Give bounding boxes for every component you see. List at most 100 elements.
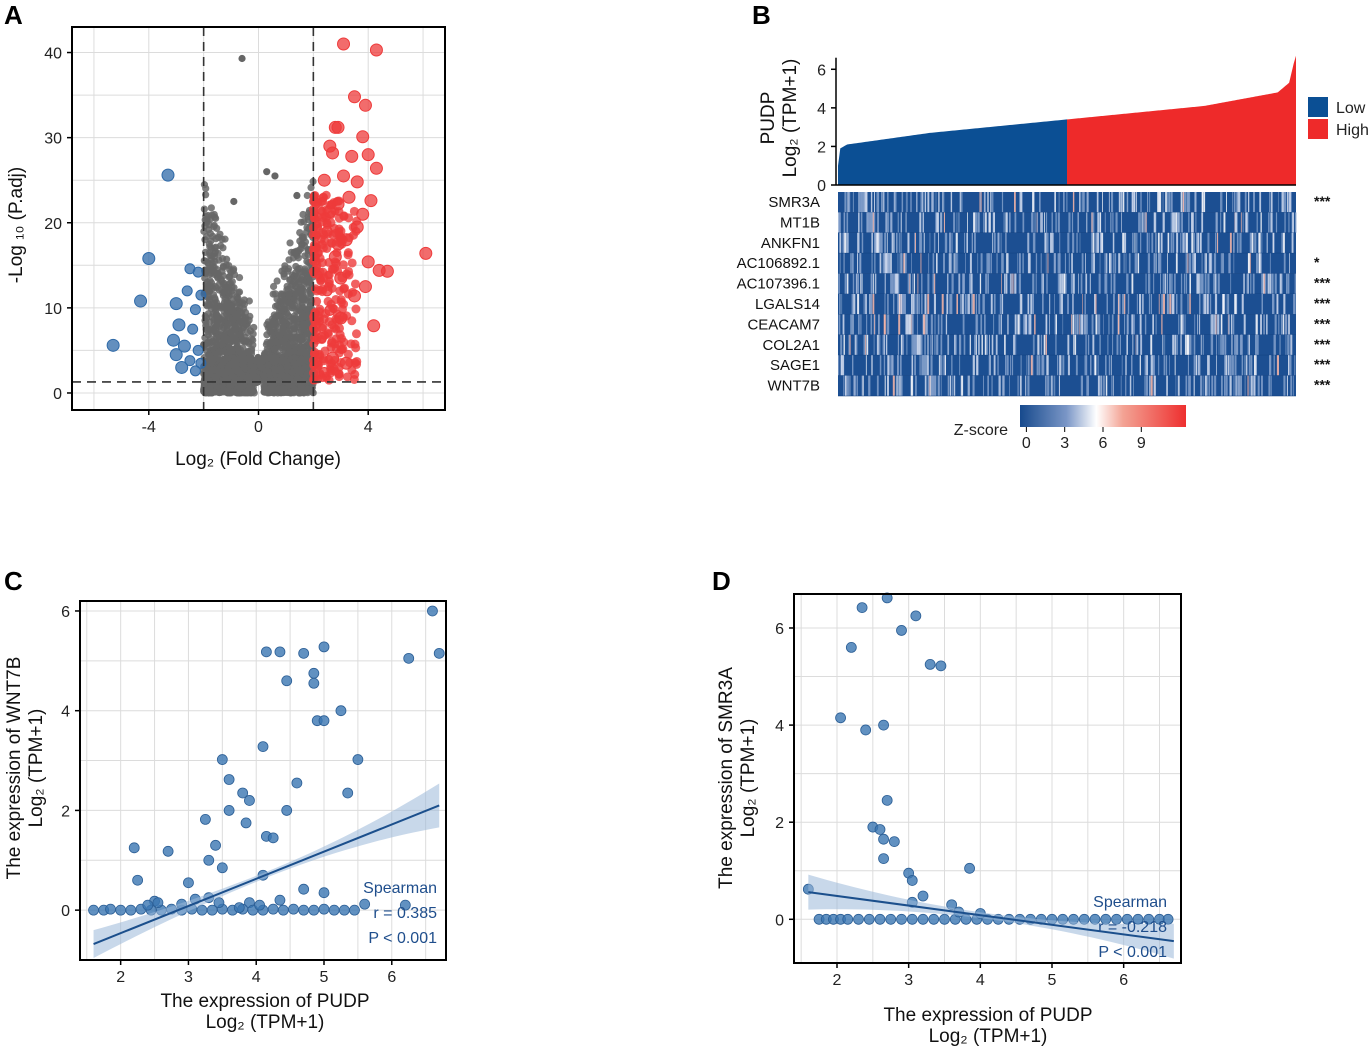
up-point — [351, 343, 361, 353]
ns-point — [207, 304, 215, 312]
heatmap-cell-stripe — [1203, 294, 1206, 315]
heatmap-cell-stripe — [1070, 273, 1073, 294]
up-point — [334, 323, 344, 333]
heatmap-cell-stripe — [1270, 375, 1272, 396]
heatmap-cell-stripe — [1032, 294, 1034, 315]
heatmap-cell-stripe — [1231, 334, 1233, 356]
data-point — [917, 890, 929, 902]
heatmap-cell-stripe — [1258, 253, 1261, 274]
heatmap-cell-stripe — [1014, 212, 1016, 233]
heatmap-cell-stripe — [1140, 192, 1142, 213]
heatmap-cell-stripe — [860, 212, 863, 233]
heatmap-cell-stripe — [1216, 334, 1217, 356]
heatmap-cell-stripe — [1167, 232, 1170, 254]
heatmap-cell-stripe — [928, 192, 930, 213]
heatmap-cell-stripe — [963, 334, 966, 356]
heatmap-cell-stripe — [884, 375, 886, 396]
heatmap-cell-stripe — [1200, 334, 1202, 356]
up-point — [331, 120, 345, 134]
heatmap-cell-stripe — [1001, 192, 1004, 213]
heatmap-cell-stripe — [1191, 232, 1194, 254]
heatmap-cell-stripe — [1131, 355, 1133, 376]
heatmap-cell-stripe — [944, 232, 947, 254]
data-point — [216, 862, 228, 874]
heatmap-cell-stripe — [924, 294, 927, 315]
heatmap-cell-stripe — [892, 375, 895, 396]
ns-point — [288, 304, 297, 312]
heatmap-cell-stripe — [849, 375, 851, 396]
heatmap-cell-stripe — [1137, 253, 1140, 274]
heatmap-cell-stripe — [1044, 232, 1046, 254]
heatmap-cell-stripe — [1099, 212, 1101, 233]
heatmap-cell-stripe — [1057, 253, 1060, 274]
heatmap-cell-stripe — [1228, 314, 1231, 335]
heatmap-cell-stripe — [1288, 314, 1290, 335]
data-point — [403, 652, 415, 664]
heatmap-cell-stripe — [1243, 314, 1246, 335]
heatmap-cell-stripe — [876, 192, 879, 213]
heatmap-cell-stripe — [1185, 253, 1188, 274]
heatmap-cell-stripe — [1202, 375, 1204, 396]
heatmap-cell-stripe — [914, 355, 916, 376]
ns-point — [214, 249, 222, 257]
data-point — [213, 897, 225, 909]
ns-point — [236, 355, 244, 363]
y-tick-label: 4 — [61, 704, 70, 721]
up-point — [336, 295, 346, 305]
heatmap-cell-stripe — [1172, 212, 1175, 233]
up-point — [347, 258, 357, 268]
heatmap-cell-stripe — [921, 294, 923, 315]
heatmap-cell-stripe — [1189, 273, 1191, 294]
heatmap-cell-stripe — [1000, 314, 1002, 335]
data-point — [125, 904, 137, 916]
data-point — [856, 602, 868, 613]
heatmap-cell-stripe — [1269, 355, 1272, 376]
heatmap-row — [838, 334, 1296, 356]
ns-point — [263, 331, 271, 339]
heatmap-cell-stripe — [985, 212, 987, 233]
heatmap-cell-stripe — [989, 334, 990, 356]
heatmap-cell-stripe — [999, 375, 1001, 396]
ns-point — [283, 363, 291, 371]
heatmap-cell-stripe — [1015, 273, 1016, 294]
heatmap-cell-stripe — [1043, 334, 1046, 356]
panel-label-a: A — [4, 0, 23, 30]
heatmap-cell-stripe — [1276, 294, 1279, 315]
x-tick-label: 4 — [364, 419, 373, 436]
heatmap-cell-stripe — [956, 294, 958, 315]
gene-label: WNT7B — [768, 378, 821, 395]
heatmap-cell-stripe — [1148, 273, 1150, 294]
ns-point — [238, 54, 246, 63]
down-point — [192, 266, 204, 278]
heatmap-row — [838, 212, 1297, 234]
heatmap-cell-stripe — [1274, 314, 1277, 335]
x-tick-label: 5 — [320, 969, 329, 986]
heatmap-cell-stripe — [1272, 294, 1274, 315]
heatmap-cell-stripe — [1115, 212, 1118, 233]
heatmap-cell-stripe — [1196, 355, 1198, 376]
heatmap-cell-stripe — [1100, 232, 1103, 254]
ns-point — [302, 228, 311, 236]
data-point — [298, 904, 310, 916]
heatmap-row — [838, 375, 1296, 397]
heatmap-cell-stripe — [932, 253, 935, 274]
heatmap-cell-stripe — [1136, 334, 1138, 356]
heatmap-cell-stripe — [883, 314, 886, 335]
smr3a-y-title-line2: Log₂ (TPM+1) — [738, 719, 759, 838]
heatmap-cell-stripe — [1180, 232, 1181, 254]
heatmap-cell-stripe — [1226, 192, 1227, 213]
heatmap-cell-stripe — [1184, 314, 1186, 335]
heatmap-cell-stripe — [875, 273, 877, 294]
heatmap-cell-stripe — [977, 212, 979, 233]
heatmap-cell-stripe — [1055, 192, 1056, 213]
heatmap-cell-stripe — [1075, 355, 1078, 376]
heatmap-cell-stripe — [1294, 212, 1297, 233]
up-point — [347, 289, 361, 303]
data-point — [910, 610, 922, 622]
heatmap-cell-stripe — [1072, 192, 1075, 213]
heatmap-cell-stripe — [1128, 253, 1131, 274]
heatmap-cell-stripe — [1054, 253, 1056, 274]
heatmap-cell-stripe — [1229, 355, 1232, 376]
heatmap-cell-stripe — [901, 375, 903, 396]
